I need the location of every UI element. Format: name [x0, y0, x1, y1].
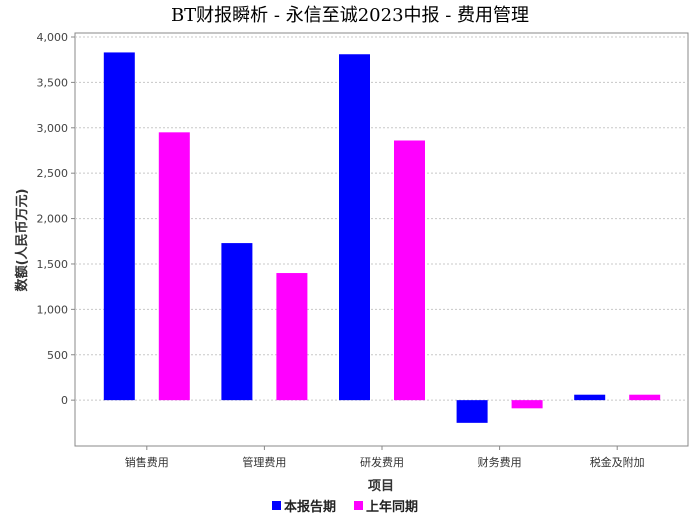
- y-tick-label: 3,000: [37, 122, 69, 135]
- bar: [339, 54, 370, 401]
- y-axis-ticks: 0 500 1,000 1,500 2,000 2,500 3,000 3,500 4,000: [37, 31, 75, 407]
- y-tick-label: 500: [47, 349, 68, 362]
- bar: [103, 52, 135, 401]
- bar: [394, 140, 425, 401]
- y-axis-label: 数额(人民币万元): [14, 189, 30, 292]
- bar: [158, 132, 190, 401]
- y-tick-label: 2,500: [37, 167, 69, 180]
- legend-label: 上年同期: [366, 499, 418, 515]
- bar: [221, 243, 253, 401]
- x-tick-label: 税金及附加: [590, 455, 645, 469]
- x-axis-categories: 销售费用 管理费用 研发费用 财务费用 税金及附加: [125, 446, 645, 469]
- bars: [103, 52, 661, 423]
- x-tick-label: 财务费用: [478, 455, 522, 469]
- x-tick-label: 销售费用: [125, 455, 169, 469]
- bar: [456, 400, 488, 423]
- x-tick-label: 研发费用: [360, 455, 404, 469]
- y-tick-label: 2,000: [37, 213, 69, 226]
- x-tick-label: 管理费用: [242, 455, 286, 469]
- bar: [276, 273, 308, 401]
- y-tick-label: 4,000: [37, 31, 69, 44]
- legend-swatch: [272, 501, 281, 510]
- bar: [629, 394, 661, 401]
- legend: 本报告期 上年同期: [272, 499, 418, 515]
- chart-title: BT财报瞬析 - 永信至诚2023中报 - 费用管理: [171, 5, 529, 26]
- x-axis-label: 项目: [368, 479, 394, 494]
- y-tick-label: 0: [61, 394, 68, 407]
- y-tick-label: 3,500: [37, 76, 69, 89]
- legend-label: 本报告期: [284, 499, 336, 515]
- bar: [511, 400, 543, 409]
- y-tick-label: 1,000: [37, 303, 69, 316]
- legend-swatch: [354, 501, 363, 510]
- bar: [574, 394, 606, 401]
- y-tick-label: 1,500: [37, 258, 69, 271]
